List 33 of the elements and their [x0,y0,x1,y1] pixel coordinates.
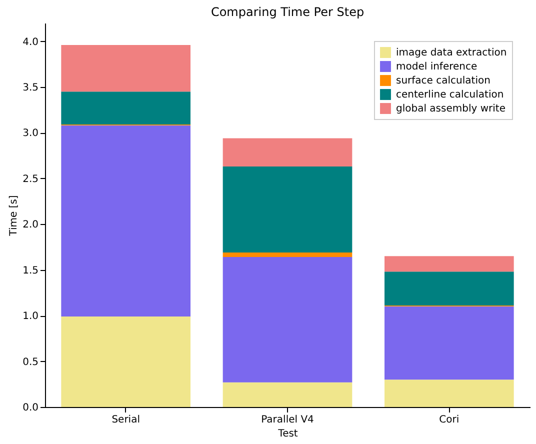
x-tick-label: Parallel V4 [261,414,314,426]
bar [222,166,352,252]
y-tick-label: 4.0 [22,36,38,48]
bar [222,138,352,167]
chart-title: Comparing Time Per Step [210,5,364,19]
bar [384,306,514,380]
bar [384,380,514,407]
y-tick-label: 1.0 [22,311,38,322]
bar [61,92,190,124]
y-tick-label: 2.0 [22,220,38,231]
y-tick-label: 0.5 [22,356,38,368]
x-axis-title: Test [277,428,298,440]
bar [222,257,352,382]
x-tick-label: Cori [439,414,460,426]
y-tick-label: 2.5 [22,174,38,185]
bar [61,316,190,407]
bar [61,44,190,92]
y-tick-label: 1.5 [22,265,38,276]
legend-label: image data extraction [396,48,507,58]
legend-label: centerline calculation [396,90,504,100]
bar [222,382,352,407]
y-axis-title: Time [s] [8,195,20,237]
bar [384,272,514,306]
legend-label: surface calculation [396,76,490,86]
bar [384,256,514,272]
y-tick-label: 3.0 [22,128,38,140]
y-tick-label: 3.5 [22,82,38,94]
bar [61,125,190,316]
y-tick-label: 0.0 [22,402,38,414]
legend-label: model inference [396,62,478,72]
legend-label: global assembly write [396,104,506,114]
bar [222,252,352,258]
x-tick-label: Serial [112,414,140,426]
